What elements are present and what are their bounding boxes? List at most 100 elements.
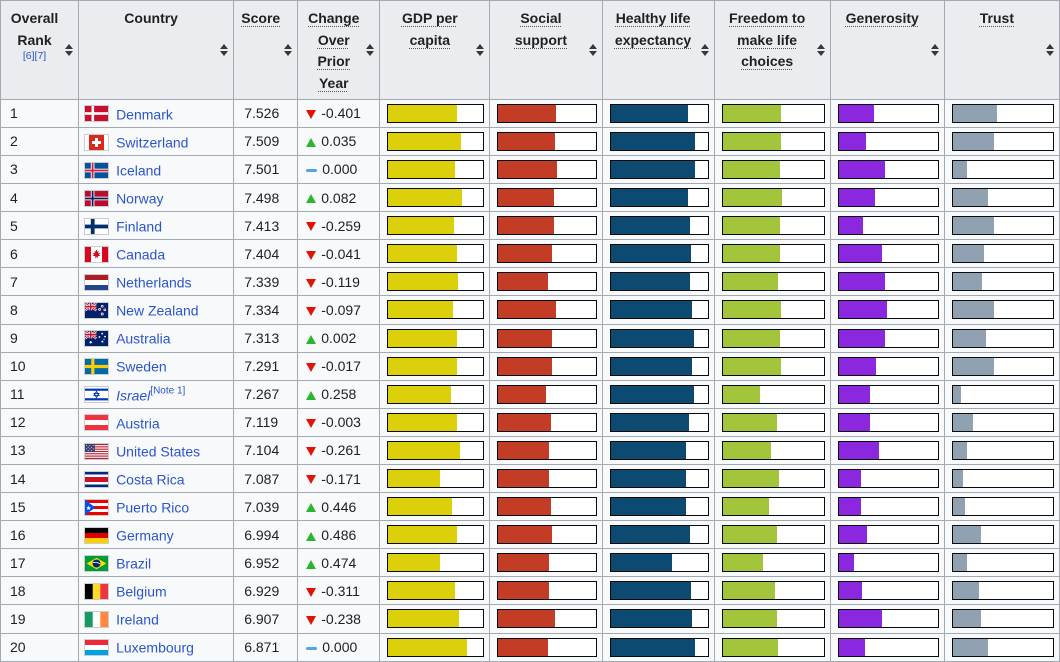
bar-fill [498, 160, 557, 178]
column-header-trust[interactable]: Trust [943, 0, 1060, 100]
change-value: -0.003 [321, 414, 361, 431]
country-link[interactable]: Norway [116, 190, 164, 207]
increase-triangle-icon [306, 531, 317, 541]
bar-fill [952, 329, 986, 347]
sort-icon[interactable] [1046, 43, 1054, 56]
column-header-score[interactable]: Score [233, 0, 299, 100]
bar-fill [722, 273, 779, 291]
sort-icon[interactable] [700, 43, 709, 56]
country-link[interactable]: Austria [116, 414, 160, 431]
country-link[interactable]: Iceland [116, 162, 162, 179]
reference-link-7[interactable]: [7] [34, 50, 47, 63]
country-link[interactable]: Costa Rica [116, 471, 185, 488]
column-header-overall-rank[interactable]: Overall Rank [6][7] [0, 0, 80, 100]
country-link[interactable]: Netherlands [116, 274, 192, 291]
change-cell: -0.017 [297, 351, 381, 381]
sort-icon[interactable] [65, 43, 74, 56]
sort-icon[interactable] [930, 43, 939, 56]
column-header-change[interactable]: Change Over Prior Year [297, 0, 381, 100]
column-header-generosity[interactable]: Generosity [829, 0, 945, 100]
bar-box [951, 328, 1054, 348]
gdp-per-capita-bar-cell [379, 98, 491, 128]
bar-box [721, 581, 825, 601]
change-value: 0.082 [321, 189, 357, 206]
country-link[interactable]: Australia [116, 330, 171, 347]
bar-fill [388, 245, 457, 263]
bar-box [609, 553, 709, 573]
decrease-triangle-icon [306, 306, 317, 316]
country-link[interactable]: Belgium [116, 583, 167, 600]
bar-fill [838, 638, 866, 656]
bar-fill [722, 160, 781, 178]
trust-bar-cell [943, 295, 1060, 325]
country-link[interactable]: Denmark [116, 105, 173, 122]
bar-fill [722, 526, 778, 544]
country-link[interactable]: Israel [116, 386, 151, 403]
sort-icon[interactable] [588, 43, 597, 56]
bar-box [951, 384, 1054, 404]
bar-box [951, 356, 1054, 376]
change-value: 0.258 [321, 386, 357, 403]
bar-box [387, 553, 485, 573]
puerto-rico-flag-icon [85, 499, 109, 515]
switzerland-flag-icon [85, 134, 109, 150]
column-header-social-support[interactable]: Social support [489, 0, 603, 100]
column-header-freedom[interactable]: Freedom to make life choices [713, 0, 831, 100]
sort-icon[interactable] [284, 43, 293, 56]
country-cell: United States [78, 435, 235, 465]
column-header-gdp[interactable]: GDP per capita [379, 0, 491, 100]
bar-box [721, 356, 825, 376]
rank-cell: 5 [0, 211, 80, 241]
social-support-bar-cell [489, 267, 603, 297]
country-link[interactable]: Canada [116, 246, 166, 263]
note-link[interactable]: [Note 1] [150, 384, 186, 396]
country-link[interactable]: Luxembourg [116, 639, 194, 656]
gdp-per-capita-bar-cell [379, 632, 491, 662]
costa-rica-flag-icon [85, 471, 109, 487]
bar-fill [838, 554, 854, 572]
gdp-per-capita-bar-cell [379, 295, 491, 325]
country-link[interactable]: Sweden [116, 358, 167, 375]
bar-fill [838, 498, 861, 516]
finland-flag-icon [85, 218, 109, 234]
sort-icon[interactable] [816, 43, 825, 56]
bar-fill [610, 610, 693, 628]
social-support-bar-cell [489, 239, 603, 269]
rank-cell: 12 [0, 407, 80, 437]
score-cell: 7.267 [233, 379, 299, 409]
bar-box [837, 216, 939, 236]
column-header-healthy-life[interactable]: Healthy life expectancy [601, 0, 715, 100]
country-link[interactable]: United States [116, 443, 201, 460]
sort-icon[interactable] [366, 43, 375, 56]
bar-box [609, 497, 709, 517]
score-cell: 7.087 [233, 463, 299, 494]
rank-cell: 8 [0, 295, 80, 325]
bar-fill [498, 301, 556, 319]
column-header-country[interactable]: Country [78, 0, 235, 100]
social-support-bar-cell [489, 576, 603, 606]
bar-box [951, 300, 1054, 320]
change-cell: -0.259 [297, 211, 381, 241]
sort-icon[interactable] [220, 43, 229, 56]
reference-link-6[interactable]: [6] [22, 50, 35, 63]
score-cell: 7.339 [233, 267, 299, 297]
country-cell: Sweden [78, 351, 235, 381]
sort-icon[interactable] [476, 43, 485, 56]
generosity-bar-cell [829, 407, 945, 437]
bar-fill [610, 329, 694, 347]
country-link[interactable]: Brazil [116, 555, 152, 572]
generosity-bar-cell [829, 98, 945, 128]
country-link[interactable]: Puerto Rico [116, 499, 190, 516]
decrease-triangle-icon [306, 475, 317, 485]
score-cell: 7.119 [233, 407, 299, 437]
generosity-bar-cell [829, 604, 945, 634]
country-link[interactable]: Finland [116, 218, 162, 235]
bar-fill [388, 189, 462, 207]
social-support-bar-cell [489, 126, 603, 156]
score-cell: 7.291 [233, 351, 299, 381]
country-link[interactable]: Switzerland [116, 134, 189, 151]
change-value: 0.446 [321, 498, 357, 515]
country-link[interactable]: Germany [116, 527, 174, 544]
country-link[interactable]: New Zealand [116, 302, 199, 319]
country-link[interactable]: Ireland [116, 611, 159, 628]
